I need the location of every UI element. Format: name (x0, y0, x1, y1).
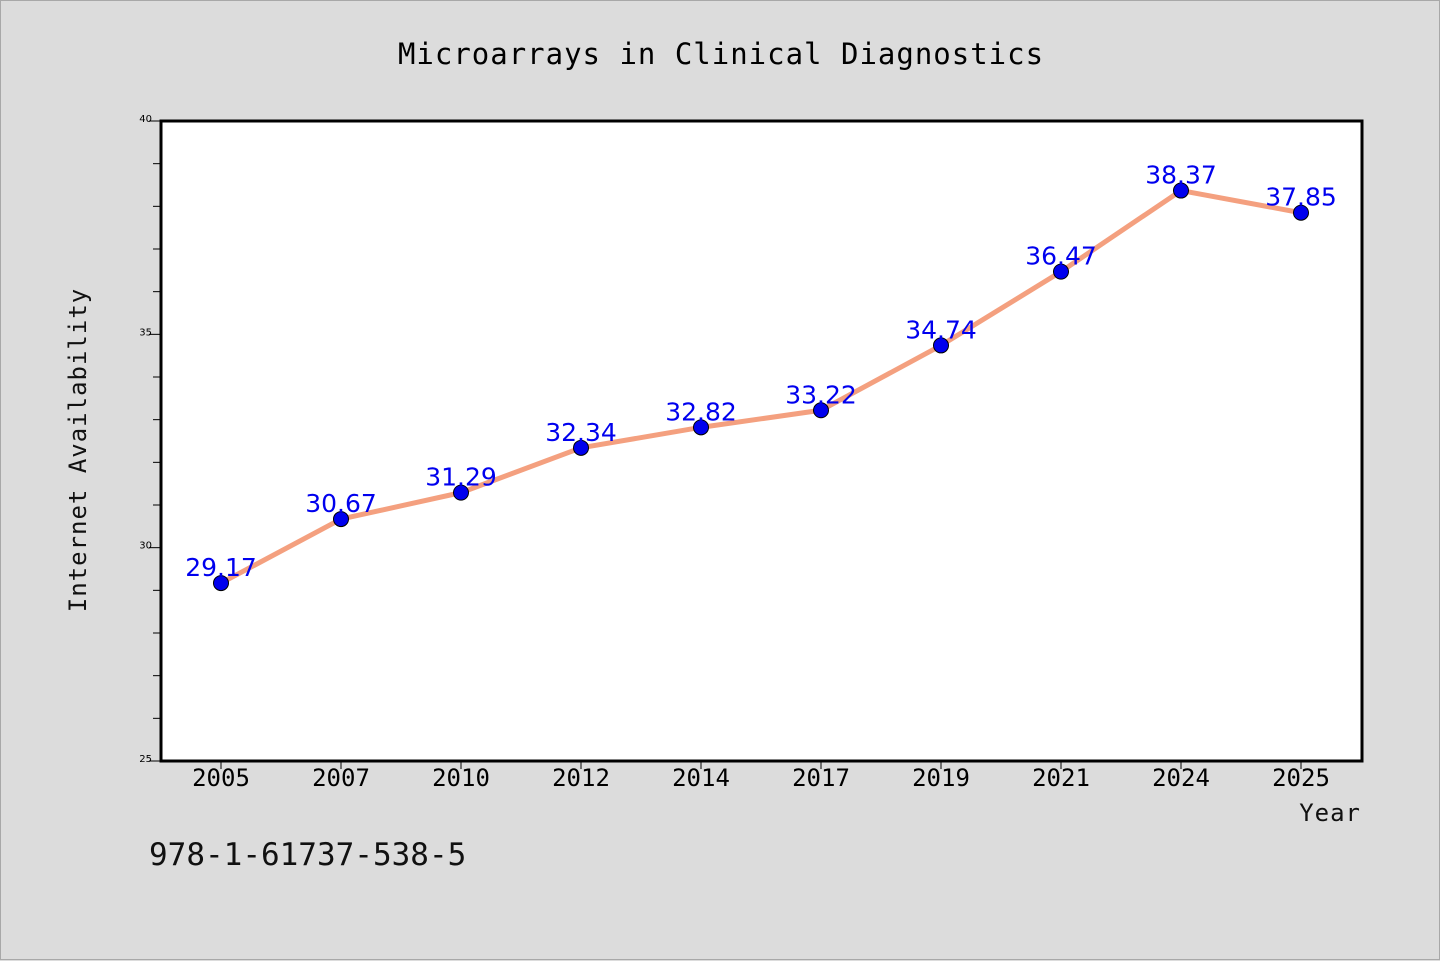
footnote: 978-1-61737-538-5 (149, 837, 466, 873)
data-point (453, 484, 469, 501)
data-label: 32.34 (545, 418, 617, 447)
data-point (573, 439, 589, 456)
x-axis-label: Year (1299, 799, 1361, 827)
data-labels: 29.17 30.67 31.29 32.34 32.82 33.22 34.74 36.47… (185, 161, 1337, 583)
x-tick-label: 2014 (672, 764, 730, 792)
x-tick-label: 2021 (1032, 764, 1090, 792)
x-tick-label: 2024 (1152, 764, 1210, 792)
data-label: 33.22 (785, 380, 857, 409)
data-label: 36.47 (1025, 242, 1097, 271)
data-point (333, 511, 349, 528)
y-axis: 25 30 35 40 (139, 114, 161, 765)
y-axis-label: Internet Availability (64, 288, 92, 612)
x-tick-label: 2019 (912, 764, 970, 792)
data-label: 31.29 (425, 463, 497, 492)
data-label: 38.37 (1145, 161, 1217, 190)
series-group (213, 182, 1309, 592)
chart-title: Microarrays in Clinical Diagnostics (398, 37, 1044, 71)
data-label: 30.67 (305, 489, 377, 518)
series-line (218, 188, 1304, 586)
plot-area (159, 119, 1364, 763)
y-tick-label: 40 (139, 114, 152, 125)
data-label: 29.17 (185, 553, 257, 582)
x-tick-label: 2010 (432, 764, 490, 792)
data-point (693, 419, 709, 436)
x-tick-label: 2007 (312, 764, 370, 792)
data-label: 34.74 (905, 315, 977, 344)
data-point (813, 402, 829, 419)
y-tick-label: 25 (139, 754, 152, 765)
x-axis: 2005 2007 2010 2012 2014 2017 2019 2021 2024 2025 (192, 761, 1330, 792)
y-tick-label: 30 (139, 541, 152, 552)
data-point (1293, 204, 1309, 221)
data-point (1173, 182, 1189, 199)
data-point (1053, 263, 1069, 280)
data-label: 37.85 (1265, 183, 1337, 212)
data-point (933, 337, 949, 354)
data-point (213, 575, 229, 592)
x-tick-label: 2005 (192, 764, 250, 792)
x-tick-label: 2017 (792, 764, 850, 792)
x-tick-label: 2012 (552, 764, 610, 792)
y-tick-label: 35 (139, 327, 152, 338)
data-label: 32.82 (665, 397, 737, 426)
x-tick-label: 2025 (1272, 764, 1330, 792)
